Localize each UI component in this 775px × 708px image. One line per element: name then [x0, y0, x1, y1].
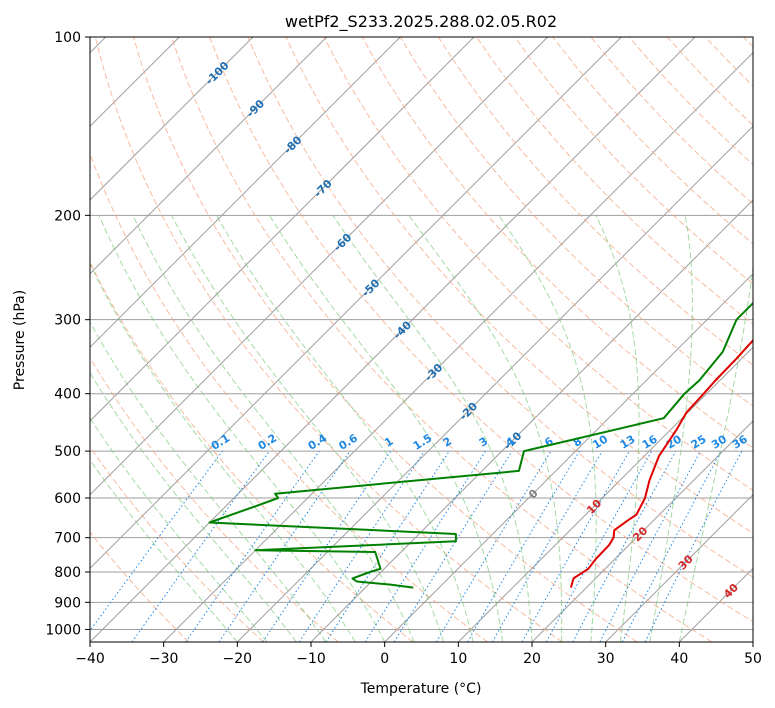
moist-adiabat [90, 262, 356, 642]
plot-frame [89, 36, 754, 643]
y-tick-label: 600 [54, 491, 81, 507]
x-tick-label: 20 [523, 651, 541, 667]
y-tick-label: 300 [54, 313, 81, 329]
x-tick-label: −30 [149, 651, 179, 667]
data-series [208, 301, 753, 589]
x-tick-label: 10 [449, 651, 467, 667]
x-tick-label: 0 [380, 651, 389, 667]
dry-adiabat [399, 37, 753, 407]
y-tick-label: 200 [54, 208, 81, 224]
isotherm-line [384, 272, 753, 642]
x-tick-label: −10 [296, 651, 326, 667]
x-tick-label: 30 [597, 651, 615, 667]
dry-adiabat [209, 37, 753, 623]
y-tick-label: 700 [54, 531, 81, 547]
x-tick-label: −20 [223, 651, 253, 667]
moist-adiabat [595, 215, 640, 642]
mixing-ratio-line [572, 450, 677, 642]
x-tick-label: −40 [75, 651, 105, 667]
mixing-ratio-line [644, 450, 743, 642]
moist-adiabat [132, 215, 415, 642]
isotherm-line [90, 37, 328, 275]
dry-adiabat [90, 260, 414, 642]
dry-adiabat [90, 446, 264, 642]
y-tick-label: 900 [54, 595, 81, 611]
dry-adiabat [437, 37, 753, 366]
moist-adiabat [649, 215, 693, 642]
moist-adiabat [90, 321, 327, 642]
isotherm-line [90, 37, 622, 570]
moist-adiabat [498, 215, 597, 642]
y-tick-label: 400 [54, 387, 81, 403]
mixing-ratio-line [393, 450, 513, 642]
isotherm-line [457, 346, 753, 642]
x-tick-label: 40 [670, 651, 688, 667]
dry-adiabat [247, 37, 753, 578]
mixing-ratio-line [218, 450, 351, 642]
isotherm-line [163, 51, 753, 642]
chart-title: wetPf2_S233.2025.288.02.05.R02 [285, 12, 557, 32]
y-tick-label: 1000 [45, 622, 81, 638]
background-lines [90, 37, 753, 642]
moist-adiabat [269, 215, 503, 642]
isotherm-line [236, 125, 753, 642]
mixing-ratio-line [298, 450, 425, 642]
mixing-ratio-line [262, 450, 392, 642]
moist-adiabat [171, 215, 445, 642]
dry-adiabat [132, 37, 638, 642]
moist-adiabat [90, 371, 297, 642]
temperature-profile [569, 338, 753, 588]
isotherm-line [90, 37, 696, 642]
dry-adiabat [514, 37, 753, 285]
x-axis-label: Temperature (°C) [360, 681, 482, 697]
isotherm-line [531, 420, 753, 642]
y-tick-label: 800 [54, 565, 81, 581]
moist-adiabat [90, 417, 268, 642]
isotherm-line [90, 37, 254, 201]
y-tick-label: 500 [54, 444, 81, 460]
moist-adiabat [408, 215, 563, 642]
dry-adiabat [171, 37, 712, 642]
isotherm-line [90, 37, 549, 496]
mixing-ratio-line [521, 450, 630, 642]
dry-adiabat [94, 37, 563, 642]
dry-adiabat [285, 37, 753, 535]
dewpoint-profile [208, 301, 753, 589]
moist-adiabat [90, 459, 238, 642]
dry-adiabat [90, 152, 488, 642]
moist-adiabat [332, 215, 533, 642]
isotherm-line [605, 493, 753, 642]
moist-adiabat [216, 215, 474, 642]
isotherm-line [90, 37, 401, 349]
x-axis-ticks: −40 −30 −20 −10 0 10 20 30 40 50 [75, 642, 762, 667]
dry-adiabat [361, 37, 753, 449]
dry-adiabat [90, 356, 339, 642]
mixing-ratio-line [545, 450, 653, 642]
x-tick-label: 50 [744, 651, 762, 667]
mixing-ratio-line [325, 450, 450, 642]
mixing-ratio-line [131, 450, 270, 642]
y-tick-label: 100 [54, 30, 81, 46]
isotherm-line [90, 37, 475, 422]
y-axis-label: Pressure (hPa) [12, 290, 28, 390]
moist-adiabat [678, 263, 753, 642]
y-axis-ticks: 100 200 300 400 500 600 700 800 900 1000 [45, 30, 90, 638]
dry-adiabat [90, 531, 190, 642]
mixing-ratio-line [90, 450, 223, 632]
mixing-ratio-line [185, 450, 320, 642]
